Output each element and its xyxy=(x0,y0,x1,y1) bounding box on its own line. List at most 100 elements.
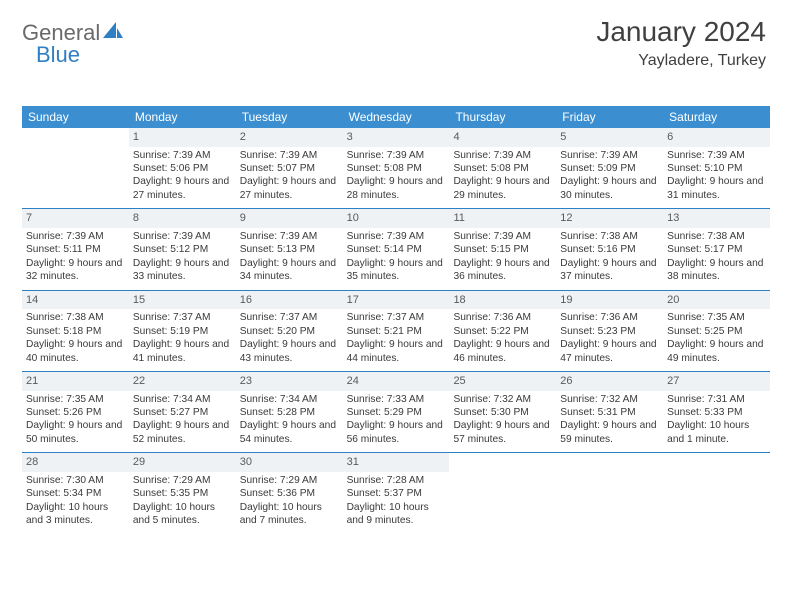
sunrise-line: Sunrise: 7:29 AM xyxy=(240,474,339,487)
day-cell-17: 17Sunrise: 7:37 AMSunset: 5:21 PMDayligh… xyxy=(343,291,450,371)
daylight-line: Daylight: 10 hours and 1 minute. xyxy=(667,419,766,446)
sunset-line: Sunset: 5:07 PM xyxy=(240,162,339,175)
day-cell-9: 9Sunrise: 7:39 AMSunset: 5:13 PMDaylight… xyxy=(236,209,343,289)
sunrise-line: Sunrise: 7:39 AM xyxy=(453,230,552,243)
day-number: 4 xyxy=(449,128,556,147)
weekday-tuesday: Tuesday xyxy=(236,106,343,128)
sunrise-line: Sunrise: 7:39 AM xyxy=(26,230,125,243)
sunset-line: Sunset: 5:23 PM xyxy=(560,325,659,338)
sunset-line: Sunset: 5:12 PM xyxy=(133,243,232,256)
weekday-thursday: Thursday xyxy=(449,106,556,128)
daylight-line: Daylight: 9 hours and 30 minutes. xyxy=(560,175,659,202)
sunrise-line: Sunrise: 7:39 AM xyxy=(240,230,339,243)
day-number: 9 xyxy=(236,209,343,228)
sunset-line: Sunset: 5:09 PM xyxy=(560,162,659,175)
daylight-line: Daylight: 9 hours and 54 minutes. xyxy=(240,419,339,446)
sunrise-line: Sunrise: 7:29 AM xyxy=(133,474,232,487)
day-number: 24 xyxy=(343,372,450,391)
sunset-line: Sunset: 5:25 PM xyxy=(667,325,766,338)
weekday-sunday: Sunday xyxy=(22,106,129,128)
sunrise-line: Sunrise: 7:35 AM xyxy=(667,311,766,324)
day-number: 19 xyxy=(556,291,663,310)
day-cell-12: 12Sunrise: 7:38 AMSunset: 5:16 PMDayligh… xyxy=(556,209,663,289)
day-number: 25 xyxy=(449,372,556,391)
sunrise-line: Sunrise: 7:37 AM xyxy=(347,311,446,324)
day-number: 21 xyxy=(22,372,129,391)
day-number: 27 xyxy=(663,372,770,391)
sunrise-line: Sunrise: 7:30 AM xyxy=(26,474,125,487)
sunset-line: Sunset: 5:30 PM xyxy=(453,406,552,419)
day-number: 13 xyxy=(663,209,770,228)
sail-icon xyxy=(102,19,124,45)
day-cell-20: 20Sunrise: 7:35 AMSunset: 5:25 PMDayligh… xyxy=(663,291,770,371)
sunrise-line: Sunrise: 7:38 AM xyxy=(26,311,125,324)
sunset-line: Sunset: 5:14 PM xyxy=(347,243,446,256)
weekday-monday: Monday xyxy=(129,106,236,128)
day-cell-29: 29Sunrise: 7:29 AMSunset: 5:35 PMDayligh… xyxy=(129,453,236,533)
day-cell-10: 10Sunrise: 7:39 AMSunset: 5:14 PMDayligh… xyxy=(343,209,450,289)
daylight-line: Daylight: 9 hours and 50 minutes. xyxy=(26,419,125,446)
daylight-line: Daylight: 9 hours and 35 minutes. xyxy=(347,257,446,284)
month-title: January 2024 xyxy=(596,16,766,48)
sunrise-line: Sunrise: 7:36 AM xyxy=(453,311,552,324)
sunrise-line: Sunrise: 7:31 AM xyxy=(667,393,766,406)
daylight-line: Daylight: 9 hours and 33 minutes. xyxy=(133,257,232,284)
sunset-line: Sunset: 5:28 PM xyxy=(240,406,339,419)
daylight-line: Daylight: 9 hours and 28 minutes. xyxy=(347,175,446,202)
weekday-saturday: Saturday xyxy=(663,106,770,128)
brand-text-2: Blue xyxy=(36,42,80,68)
sunrise-line: Sunrise: 7:36 AM xyxy=(560,311,659,324)
sunset-line: Sunset: 5:37 PM xyxy=(347,487,446,500)
location-label: Yayladere, Turkey xyxy=(596,52,766,70)
day-number: 26 xyxy=(556,372,663,391)
day-number: 3 xyxy=(343,128,450,147)
sunrise-line: Sunrise: 7:28 AM xyxy=(347,474,446,487)
weekday-wednesday: Wednesday xyxy=(343,106,450,128)
sunset-line: Sunset: 5:36 PM xyxy=(240,487,339,500)
sunrise-line: Sunrise: 7:37 AM xyxy=(133,311,232,324)
day-number: 6 xyxy=(663,128,770,147)
sunset-line: Sunset: 5:31 PM xyxy=(560,406,659,419)
day-number: 23 xyxy=(236,372,343,391)
day-cell-21: 21Sunrise: 7:35 AMSunset: 5:26 PMDayligh… xyxy=(22,372,129,452)
calendar: SundayMondayTuesdayWednesdayThursdayFrid… xyxy=(22,106,770,534)
sunset-line: Sunset: 5:18 PM xyxy=(26,325,125,338)
day-cell-7: 7Sunrise: 7:39 AMSunset: 5:11 PMDaylight… xyxy=(22,209,129,289)
day-cell-11: 11Sunrise: 7:39 AMSunset: 5:15 PMDayligh… xyxy=(449,209,556,289)
daylight-line: Daylight: 9 hours and 37 minutes. xyxy=(560,257,659,284)
sunset-line: Sunset: 5:20 PM xyxy=(240,325,339,338)
sunrise-line: Sunrise: 7:32 AM xyxy=(453,393,552,406)
sunset-line: Sunset: 5:17 PM xyxy=(667,243,766,256)
day-number: 1 xyxy=(129,128,236,147)
week-row: 7Sunrise: 7:39 AMSunset: 5:11 PMDaylight… xyxy=(22,208,770,289)
day-cell-16: 16Sunrise: 7:37 AMSunset: 5:20 PMDayligh… xyxy=(236,291,343,371)
sunrise-line: Sunrise: 7:39 AM xyxy=(133,230,232,243)
sunrise-line: Sunrise: 7:32 AM xyxy=(560,393,659,406)
day-number: 31 xyxy=(343,453,450,472)
sunrise-line: Sunrise: 7:38 AM xyxy=(560,230,659,243)
week-row: 21Sunrise: 7:35 AMSunset: 5:26 PMDayligh… xyxy=(22,371,770,452)
sunset-line: Sunset: 5:08 PM xyxy=(347,162,446,175)
daylight-line: Daylight: 9 hours and 59 minutes. xyxy=(560,419,659,446)
weekday-friday: Friday xyxy=(556,106,663,128)
sunset-line: Sunset: 5:26 PM xyxy=(26,406,125,419)
sunset-line: Sunset: 5:22 PM xyxy=(453,325,552,338)
sunrise-line: Sunrise: 7:33 AM xyxy=(347,393,446,406)
empty-cell xyxy=(663,453,770,533)
day-number: 7 xyxy=(22,209,129,228)
week-row: 14Sunrise: 7:38 AMSunset: 5:18 PMDayligh… xyxy=(22,290,770,371)
empty-cell xyxy=(449,453,556,533)
sunset-line: Sunset: 5:33 PM xyxy=(667,406,766,419)
sunrise-line: Sunrise: 7:39 AM xyxy=(560,149,659,162)
day-cell-6: 6Sunrise: 7:39 AMSunset: 5:10 PMDaylight… xyxy=(663,128,770,208)
day-cell-2: 2Sunrise: 7:39 AMSunset: 5:07 PMDaylight… xyxy=(236,128,343,208)
day-number: 5 xyxy=(556,128,663,147)
day-cell-18: 18Sunrise: 7:36 AMSunset: 5:22 PMDayligh… xyxy=(449,291,556,371)
day-cell-25: 25Sunrise: 7:32 AMSunset: 5:30 PMDayligh… xyxy=(449,372,556,452)
day-number: 10 xyxy=(343,209,450,228)
sunset-line: Sunset: 5:10 PM xyxy=(667,162,766,175)
day-cell-19: 19Sunrise: 7:36 AMSunset: 5:23 PMDayligh… xyxy=(556,291,663,371)
sunrise-line: Sunrise: 7:34 AM xyxy=(133,393,232,406)
daylight-line: Daylight: 9 hours and 40 minutes. xyxy=(26,338,125,365)
daylight-line: Daylight: 9 hours and 31 minutes. xyxy=(667,175,766,202)
